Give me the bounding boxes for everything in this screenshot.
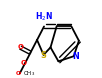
Text: H$_2$N: H$_2$N (35, 11, 53, 23)
Text: N: N (72, 52, 79, 61)
Text: O: O (15, 71, 21, 76)
Text: S: S (41, 51, 47, 60)
Text: O: O (21, 60, 27, 66)
Text: CH$_3$: CH$_3$ (23, 69, 35, 78)
Text: O: O (18, 44, 24, 50)
